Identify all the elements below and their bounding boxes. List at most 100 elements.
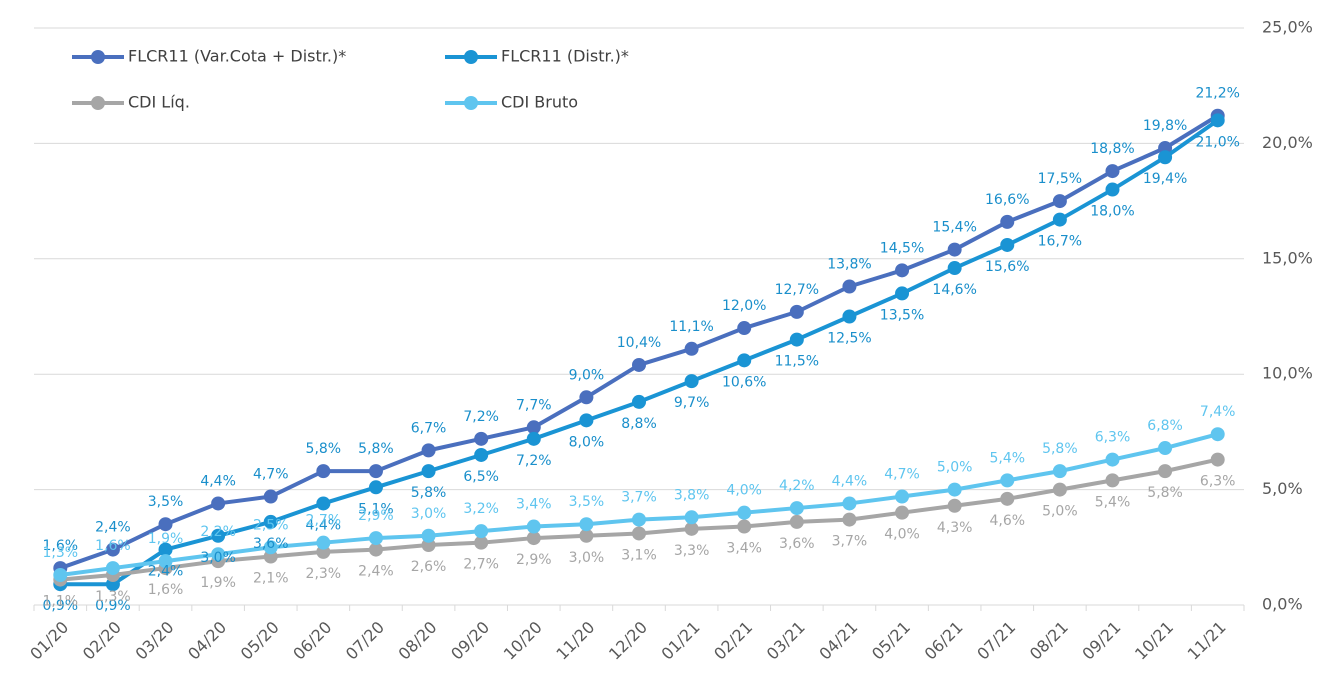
data-label: 15,4% <box>932 220 976 236</box>
legend-marker <box>91 50 105 64</box>
data-label: 6,3% <box>1200 474 1236 490</box>
x-tick-label: 08/21 <box>1026 618 1072 664</box>
y-tick-label: 20,0% <box>1262 133 1313 152</box>
point <box>1052 194 1067 209</box>
point <box>474 447 489 462</box>
point <box>316 535 331 550</box>
x-tick-label: 07/20 <box>342 618 388 664</box>
data-label: 3,4% <box>516 497 552 513</box>
data-label: 4,4% <box>200 473 236 489</box>
x-tick-label: 11/20 <box>552 618 598 664</box>
data-label: 12,5% <box>827 331 871 347</box>
data-label: 19,4% <box>1143 171 1187 187</box>
data-label: 3,6% <box>253 536 289 552</box>
data-label: 3,7% <box>621 490 657 506</box>
point <box>579 517 594 532</box>
x-tick-label: 02/21 <box>710 618 756 664</box>
data-label: 16,6% <box>985 192 1029 208</box>
data-label: 4,0% <box>726 483 762 499</box>
data-label: 8,8% <box>621 416 657 432</box>
point <box>263 489 278 504</box>
point <box>105 561 120 576</box>
legend-marker <box>464 96 478 110</box>
data-label: 0,9% <box>43 598 79 614</box>
data-label: 6,8% <box>1147 418 1183 434</box>
point <box>947 242 962 257</box>
y-tick-label: 15,0% <box>1262 248 1313 267</box>
data-label: 15,6% <box>985 259 1029 275</box>
data-label: 5,8% <box>411 485 447 501</box>
point <box>947 482 962 497</box>
data-label: 4,4% <box>306 517 342 533</box>
data-label: 5,8% <box>1042 441 1078 457</box>
point <box>895 286 910 301</box>
point <box>842 512 857 527</box>
data-label: 5,0% <box>937 460 973 476</box>
point <box>53 567 68 582</box>
data-label: 18,8% <box>1090 141 1134 157</box>
point <box>263 514 278 529</box>
legend: FLCR11 (Var.Cota + Distr.)* FLCR11 (Distr… <box>72 47 629 112</box>
data-label: 13,5% <box>880 307 924 323</box>
data-label: 5,4% <box>1095 494 1131 510</box>
data-label: 12,0% <box>722 298 766 314</box>
data-label: 6,3% <box>1095 430 1131 446</box>
data-label: 5,0% <box>1042 504 1078 520</box>
point <box>105 542 120 557</box>
legend-label: CDI Líq. <box>128 93 190 112</box>
data-label: 3,6% <box>779 536 815 552</box>
point <box>579 413 594 428</box>
point <box>1105 452 1120 467</box>
point <box>842 309 857 324</box>
point <box>1158 150 1173 165</box>
data-label: 1,1% <box>43 594 79 610</box>
point <box>1000 237 1015 252</box>
data-label: 19,8% <box>1143 118 1187 134</box>
point <box>1210 113 1225 128</box>
point <box>1000 473 1015 488</box>
point <box>632 357 646 372</box>
point <box>842 279 857 294</box>
point <box>684 341 699 356</box>
x-tick-label: 04/21 <box>815 618 861 664</box>
data-label: 5,1% <box>358 501 394 517</box>
data-label: 2,4% <box>95 520 131 536</box>
data-label: 21,2% <box>1195 86 1239 102</box>
x-tick-label: 09/20 <box>447 618 493 664</box>
data-label: 2,4% <box>148 564 184 580</box>
data-label: 5,8% <box>1147 485 1183 501</box>
point <box>526 420 541 435</box>
point <box>684 374 699 389</box>
point <box>158 554 173 569</box>
data-label: 2,9% <box>516 552 552 568</box>
point <box>1105 182 1120 197</box>
x-tick-label: 02/20 <box>79 618 125 664</box>
point <box>895 505 910 520</box>
y-tick-label: 10,0% <box>1262 364 1313 383</box>
point <box>789 514 804 529</box>
data-label: 7,7% <box>516 397 552 413</box>
data-label: 2,6% <box>411 559 447 575</box>
data-label: 5,4% <box>989 450 1025 466</box>
point <box>789 304 804 319</box>
data-label: 3,5% <box>569 494 605 510</box>
x-tick-label: 12/20 <box>605 618 651 664</box>
x-tick-label: 10/21 <box>1131 618 1177 664</box>
point <box>895 263 910 278</box>
point <box>474 535 489 550</box>
point <box>737 321 752 336</box>
point <box>421 443 436 458</box>
point <box>1052 464 1067 479</box>
point <box>1158 464 1173 479</box>
point <box>1210 427 1225 442</box>
point <box>579 528 594 543</box>
data-label: 2,4% <box>358 564 394 580</box>
point <box>632 526 646 541</box>
x-tick-label: 08/20 <box>395 618 441 664</box>
data-label: 1,9% <box>148 531 184 547</box>
point <box>421 528 436 543</box>
data-label: 9,7% <box>674 395 710 411</box>
x-tick-label: 01/21 <box>658 618 704 664</box>
data-label: 13,8% <box>827 256 871 272</box>
